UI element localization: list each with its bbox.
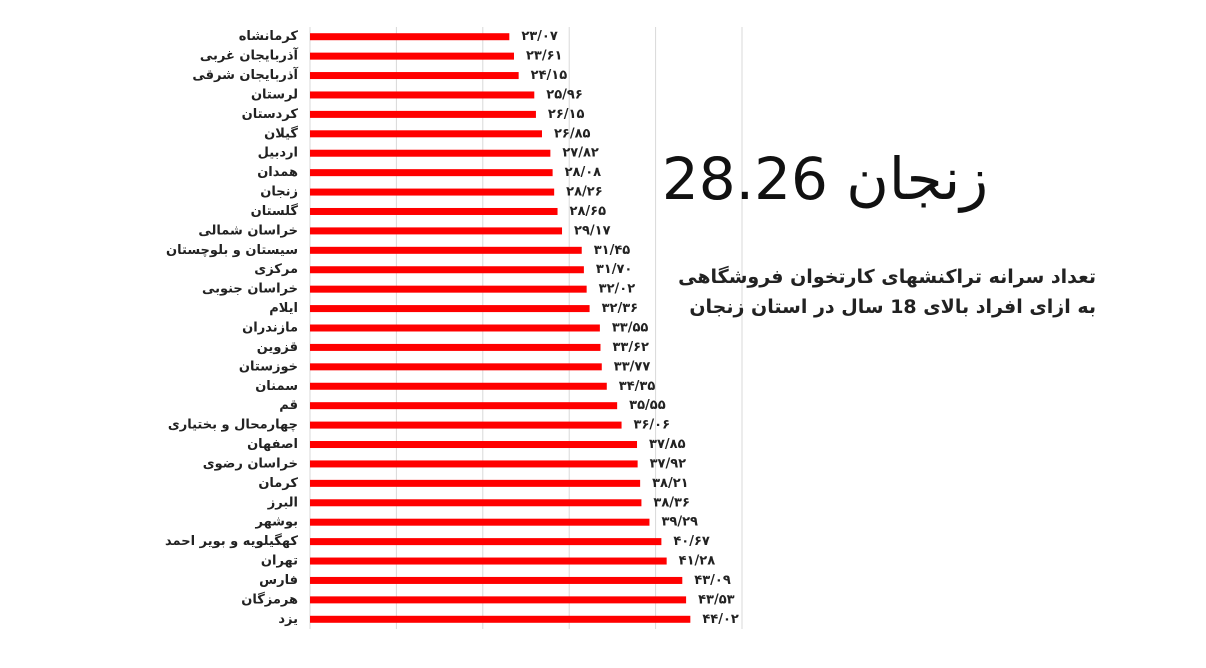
y-tick-label: مرکزی xyxy=(254,262,298,277)
value-label: ۲۸/۲۶ xyxy=(566,185,603,200)
value-label: ۲۳/۰۷ xyxy=(521,29,558,44)
bar xyxy=(310,91,535,99)
value-label: ۲۸/۰۸ xyxy=(565,165,602,180)
value-label: ۳۳/۵۵ xyxy=(612,321,649,336)
bar xyxy=(310,169,553,177)
subtitle: تعداد سرانه تراکنشهای کارتخوان فروشگاهی … xyxy=(678,262,1096,322)
bar xyxy=(310,305,590,313)
y-tick-label: آذربایجان غربی xyxy=(200,47,299,64)
y-tick-label: آذربایجان شرقی xyxy=(192,66,298,83)
bar xyxy=(310,324,600,332)
bar xyxy=(310,188,555,196)
y-tick-label: تهران xyxy=(261,554,298,569)
y-tick-label: فارس xyxy=(259,573,298,588)
bar xyxy=(310,72,519,80)
chart-title: زنجان 28.26 xyxy=(661,145,989,213)
bar xyxy=(310,285,587,293)
bar xyxy=(310,130,542,138)
y-tick-label: یزد xyxy=(278,612,298,627)
y-tick-label: قزوین xyxy=(257,340,298,355)
value-label: ۳۴/۳۵ xyxy=(619,379,656,394)
y-tick-label: خراسان رضوی xyxy=(203,456,298,471)
bar xyxy=(310,576,683,584)
bar xyxy=(310,266,584,274)
y-tick-label: مازندران xyxy=(242,321,298,336)
value-label: ۴۱/۲۸ xyxy=(679,554,716,569)
bar xyxy=(310,52,514,60)
y-tick-label: لرستان xyxy=(251,87,298,102)
bar xyxy=(310,246,582,254)
value-label: ۲۷/۸۲ xyxy=(562,146,599,161)
y-tick-label: کرمانشاه xyxy=(239,29,299,44)
bar xyxy=(310,227,563,235)
bar xyxy=(310,33,510,41)
bar xyxy=(310,460,638,468)
y-tick-label: خوزستان xyxy=(239,359,298,374)
y-tick-label: همدان xyxy=(257,165,298,180)
value-label: ۳۲/۰۲ xyxy=(599,282,636,297)
value-label: ۳۵/۵۵ xyxy=(629,398,666,413)
y-tick-label: زنجان xyxy=(260,185,298,200)
bar xyxy=(310,538,662,546)
y-tick-label: بوشهر xyxy=(255,515,299,530)
value-label: ۳۲/۳۶ xyxy=(602,301,639,316)
y-tick-label: کرمان xyxy=(258,476,298,491)
value-label: ۳۱/۴۵ xyxy=(594,243,631,258)
bar xyxy=(310,110,536,118)
bar xyxy=(310,382,607,390)
y-tick-label: سیستان و بلوچستان xyxy=(166,243,298,258)
value-label: ۳۷/۸۵ xyxy=(649,437,686,452)
y-tick-label: اردبیل xyxy=(258,146,298,161)
bar xyxy=(310,615,691,623)
value-label: ۳۳/۶۲ xyxy=(612,340,649,355)
bar xyxy=(310,149,551,157)
value-label: ۲۶/۱۵ xyxy=(548,107,585,122)
y-tick-label: گیلان xyxy=(264,125,298,141)
value-label: ۳۳/۷۷ xyxy=(614,359,651,374)
y-tick-label: گلستان xyxy=(251,203,299,219)
value-label: ۳۶/۰۶ xyxy=(634,418,671,433)
value-label: ۲۴/۱۵ xyxy=(531,68,568,83)
value-label: ۳۹/۲۹ xyxy=(661,515,698,530)
subtitle-line: تعداد سرانه تراکنشهای کارتخوان فروشگاهی xyxy=(678,266,1096,288)
y-tick-label: چهارمحال و بختیاری xyxy=(168,418,298,433)
value-label: ۴۳/۵۳ xyxy=(698,592,735,607)
bar xyxy=(310,557,667,565)
y-tick-label: البرز xyxy=(267,495,298,510)
bar xyxy=(310,479,641,487)
value-label: ۴۴/۰۲ xyxy=(702,612,739,627)
y-tick-label: اصفهان xyxy=(247,437,298,452)
value-label: ۲۵/۹۶ xyxy=(546,87,583,102)
value-label: ۲۸/۶۵ xyxy=(570,204,607,219)
value-label: ۳۸/۳۶ xyxy=(653,495,690,510)
value-label: ۳۷/۹۲ xyxy=(650,456,687,471)
bar xyxy=(310,363,602,371)
y-tick-label: خراسان شمالی xyxy=(198,223,298,238)
value-label: ۴۳/۰۹ xyxy=(694,573,731,588)
y-tick-label: سمنان xyxy=(255,379,298,394)
bar xyxy=(310,499,642,507)
value-label: ۳۸/۲۱ xyxy=(652,476,689,491)
value-label: ۴۰/۶۷ xyxy=(673,534,710,549)
y-tick-label: قم xyxy=(279,398,298,413)
bar xyxy=(310,421,622,429)
bar xyxy=(310,518,650,526)
value-label: ۳۱/۷۰ xyxy=(596,262,633,277)
y-tick-label: ایلام xyxy=(269,301,298,316)
value-label: ۲۹/۱۷ xyxy=(574,223,611,238)
y-tick-label: کردستان xyxy=(242,107,299,122)
bar xyxy=(310,207,558,215)
bar xyxy=(310,441,638,449)
bar xyxy=(310,402,618,410)
y-tick-label: خراسان جنوبی xyxy=(202,282,298,297)
value-label: ۲۶/۸۵ xyxy=(554,126,591,141)
subtitle-line: به ازای افراد بالای 18 سال در استان زنجا… xyxy=(689,296,1096,318)
y-tick-label: کهگیلویه و بویر احمد xyxy=(165,533,298,549)
bar xyxy=(310,596,687,604)
y-tick-label: هرمزگان xyxy=(241,591,298,607)
value-label: ۲۳/۶۱ xyxy=(526,49,563,64)
bar xyxy=(310,343,601,351)
